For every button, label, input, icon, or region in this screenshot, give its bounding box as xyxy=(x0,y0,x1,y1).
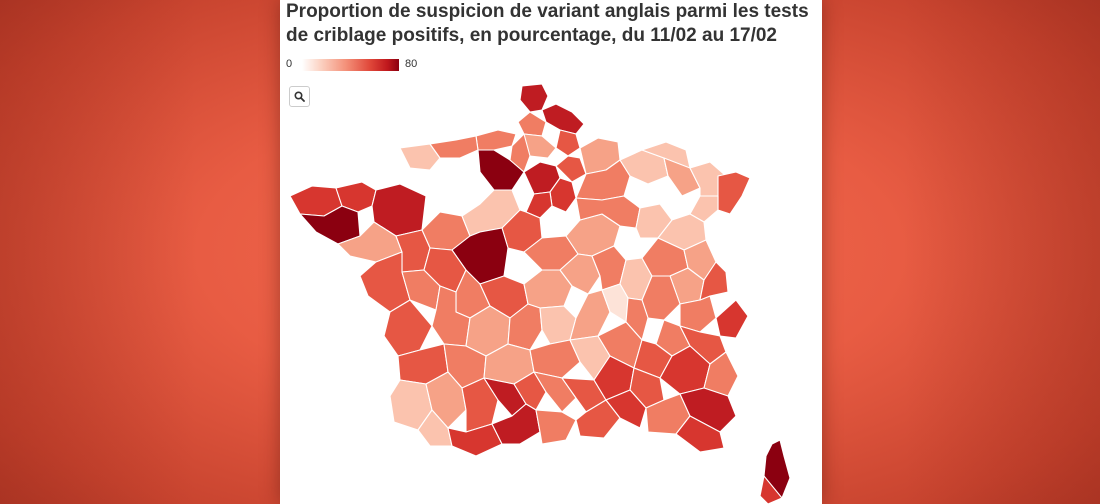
department-7[interactable] xyxy=(477,149,525,191)
department-85[interactable] xyxy=(535,409,577,445)
magnifier-icon xyxy=(294,91,305,102)
department-92[interactable] xyxy=(759,475,783,504)
department-38[interactable] xyxy=(359,251,411,313)
department-2[interactable] xyxy=(541,103,585,135)
department-87[interactable] xyxy=(605,389,647,429)
chart-panel: Proportion de suspicion de variant angla… xyxy=(280,0,822,504)
map-title: Proportion de suspicion de variant angla… xyxy=(286,1,809,46)
department-75[interactable] xyxy=(513,371,547,411)
department-52[interactable] xyxy=(699,261,729,301)
department-1[interactable] xyxy=(519,83,549,113)
legend-min-label: 0 xyxy=(286,58,293,70)
department-22[interactable] xyxy=(689,195,719,223)
department-31[interactable] xyxy=(501,209,543,253)
department-21[interactable] xyxy=(717,171,751,215)
department-6[interactable] xyxy=(475,129,517,151)
department-3[interactable] xyxy=(517,111,547,137)
legend-max-label: 80 xyxy=(405,58,418,70)
department-13[interactable] xyxy=(525,191,553,219)
france-departments-map xyxy=(289,83,791,504)
department-4[interactable] xyxy=(555,129,581,157)
background-shade-right xyxy=(820,0,1100,504)
background-shade-left xyxy=(0,0,280,504)
department-9[interactable] xyxy=(399,143,441,171)
department-10[interactable] xyxy=(429,135,479,159)
department-8[interactable] xyxy=(509,133,531,173)
legend-gradient-bar xyxy=(302,59,399,71)
department-25[interactable] xyxy=(299,205,361,245)
department-90[interactable] xyxy=(675,415,725,453)
department-53[interactable] xyxy=(715,299,749,339)
department-19[interactable] xyxy=(663,157,701,197)
zoom-button[interactable] xyxy=(289,86,310,107)
department-14[interactable] xyxy=(555,155,587,183)
department-35[interactable] xyxy=(575,195,641,229)
color-legend: 0 80 xyxy=(286,57,426,73)
